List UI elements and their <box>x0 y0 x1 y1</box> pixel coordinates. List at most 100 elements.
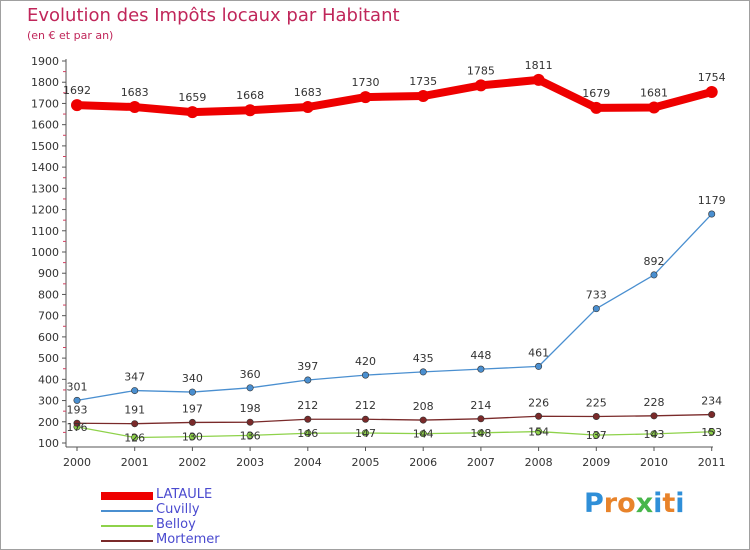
data-label-belloy: 130 <box>182 431 203 444</box>
data-label-lataule: 1683 <box>294 86 322 99</box>
y-tick-label: 1900 <box>31 55 59 68</box>
y-tick-label: 1300 <box>31 182 59 195</box>
legend-swatch-cuvilly <box>101 510 153 512</box>
logo-letter: P <box>584 488 604 519</box>
data-point-belloy <box>650 430 658 438</box>
data-point-lataule <box>474 79 487 92</box>
data-label-cuvilly: 340 <box>182 372 203 385</box>
data-label-lataule: 1811 <box>525 59 553 72</box>
data-label-lataule: 1692 <box>63 84 91 97</box>
data-label-belloy: 176 <box>67 421 88 434</box>
data-point-belloy <box>188 433 196 441</box>
data-point-mortemer <box>535 412 543 420</box>
data-point-mortemer <box>131 420 139 428</box>
data-label-belloy: 148 <box>470 427 491 440</box>
data-point-belloy <box>131 433 139 441</box>
data-label-belloy: 146 <box>297 427 318 440</box>
logo-letter: i <box>653 488 663 519</box>
data-label-belloy: 137 <box>586 429 607 442</box>
data-point-mortemer <box>708 411 716 419</box>
x-tick-label: 2004 <box>294 456 322 469</box>
data-point-cuvilly <box>131 387 139 395</box>
chart-subtitle: (en € et par an) <box>27 29 114 42</box>
y-tick-label: 1200 <box>31 204 59 217</box>
data-point-lataule <box>244 104 257 117</box>
series-line-belloy <box>76 426 713 439</box>
y-tick-label: 400 <box>38 373 59 386</box>
data-point-lataule <box>186 106 199 119</box>
data-label-cuvilly: 301 <box>67 380 88 393</box>
legend-label-lataule: LATAULE <box>156 487 213 502</box>
data-label-belloy: 126 <box>124 431 145 444</box>
data-label-mortemer: 234 <box>701 395 722 408</box>
chart-title: Evolution des Impôts locaux par Habitant <box>27 5 400 26</box>
legend-label-belloy: Belloy <box>156 517 196 532</box>
data-label-mortemer: 193 <box>67 403 88 416</box>
data-point-belloy <box>361 429 369 437</box>
y-tick-label: 1100 <box>31 225 59 238</box>
data-label-cuvilly: 733 <box>586 289 607 302</box>
data-point-cuvilly <box>246 384 254 392</box>
y-tick-label: 1500 <box>31 140 59 153</box>
data-label-mortemer: 214 <box>470 399 491 412</box>
data-label-belloy: 153 <box>701 426 722 439</box>
x-tick-label: 2002 <box>178 456 206 469</box>
data-label-lataule: 1668 <box>236 89 264 102</box>
data-point-belloy <box>419 430 427 438</box>
data-point-lataule <box>532 73 545 86</box>
data-point-lataule <box>417 90 430 103</box>
data-point-belloy <box>592 431 600 439</box>
data-label-mortemer: 197 <box>182 402 203 415</box>
series-line-lataule <box>73 75 716 117</box>
logo-letter: r <box>603 488 618 519</box>
x-tick-label: 2003 <box>236 456 264 469</box>
data-point-cuvilly <box>304 376 312 384</box>
x-tick-label: 2010 <box>640 456 668 469</box>
logo-letter: i <box>675 488 685 519</box>
x-tick-label: 2008 <box>525 456 553 469</box>
y-tick-label: 600 <box>38 331 59 344</box>
data-point-mortemer <box>477 415 485 423</box>
data-label-lataule: 1659 <box>178 91 206 104</box>
y-tick-label: 900 <box>38 267 59 280</box>
data-point-cuvilly <box>188 388 196 396</box>
data-label-belloy: 144 <box>413 428 434 441</box>
data-label-mortemer: 225 <box>586 396 607 409</box>
data-label-mortemer: 191 <box>124 404 145 417</box>
series-line-mortemer <box>76 413 713 425</box>
legend-swatch-lataule <box>101 492 153 500</box>
data-label-belloy: 147 <box>355 427 376 440</box>
data-label-mortemer: 212 <box>297 399 318 412</box>
data-point-lataule <box>359 91 372 104</box>
data-label-belloy: 143 <box>644 428 665 441</box>
data-label-cuvilly: 360 <box>240 368 261 381</box>
data-point-cuvilly <box>650 271 658 279</box>
data-point-cuvilly <box>477 365 485 373</box>
data-label-belloy: 154 <box>528 426 549 439</box>
y-tick-label: 1400 <box>31 161 59 174</box>
x-tick-label: 2009 <box>582 456 610 469</box>
data-label-cuvilly: 347 <box>124 371 145 384</box>
data-label-cuvilly: 461 <box>528 346 549 359</box>
data-point-mortemer <box>304 415 312 423</box>
data-label-cuvilly: 420 <box>355 355 376 368</box>
x-tick-label: 2007 <box>467 456 495 469</box>
data-label-lataule: 1681 <box>640 86 668 99</box>
data-point-cuvilly <box>73 396 81 404</box>
data-point-lataule <box>301 101 314 114</box>
data-point-cuvilly <box>708 210 716 218</box>
y-tick-label: 100 <box>38 437 59 450</box>
data-label-cuvilly: 1179 <box>698 194 726 207</box>
data-label-mortemer: 208 <box>413 400 434 413</box>
x-tick-label: 2001 <box>121 456 149 469</box>
logo-letter: x <box>635 488 654 519</box>
x-tick-label: 2006 <box>409 456 437 469</box>
data-label-lataule: 1730 <box>352 76 380 89</box>
data-point-mortemer <box>650 412 658 420</box>
data-label-cuvilly: 435 <box>413 352 434 365</box>
data-point-belloy <box>708 428 716 436</box>
data-point-cuvilly <box>535 362 543 370</box>
data-point-lataule <box>128 101 141 114</box>
data-label-mortemer: 228 <box>644 396 665 409</box>
